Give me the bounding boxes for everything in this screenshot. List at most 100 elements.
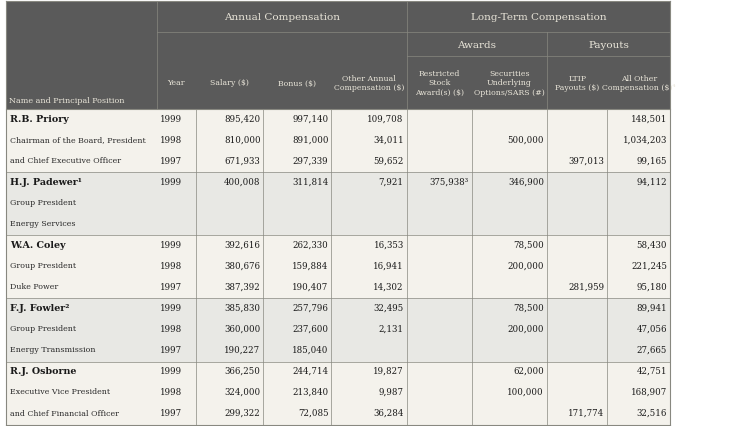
Text: Payouts: Payouts [588,40,629,49]
Text: 190,407: 190,407 [292,282,328,291]
Text: 16,353: 16,353 [373,240,404,249]
Text: F.J. Fowler²: F.J. Fowler² [10,303,69,312]
Bar [6,362,670,425]
Text: H.J. Padewer¹: H.J. Padewer¹ [10,177,81,186]
Bar [157,33,407,57]
Text: W.A. Coley: W.A. Coley [10,240,65,249]
Text: 375,938³: 375,938³ [430,177,469,186]
Text: 200,000: 200,000 [508,324,544,333]
Bar [547,33,670,57]
Text: 19,827: 19,827 [373,366,404,375]
Text: Securities
Underlying
Options/SARS (#): Securities Underlying Options/SARS (#) [474,69,545,97]
Text: 95,180: 95,180 [636,282,667,291]
Text: 148,501: 148,501 [631,114,667,123]
Text: 27,665: 27,665 [637,345,667,354]
Text: Awards: Awards [458,40,496,49]
Text: 1998: 1998 [160,387,182,396]
Text: 190,227: 190,227 [224,345,261,354]
Text: 1999: 1999 [160,114,182,123]
Text: 9,987: 9,987 [379,387,404,396]
Text: 58,430: 58,430 [637,240,667,249]
Text: 168,907: 168,907 [631,387,667,396]
Text: 32,516: 32,516 [637,408,667,417]
Text: 311,814: 311,814 [292,177,328,186]
Text: 14,302: 14,302 [373,282,404,291]
Text: Group President: Group President [10,262,76,270]
Bar [407,33,547,57]
Text: 200,000: 200,000 [508,261,544,270]
Text: 297,339: 297,339 [293,156,328,165]
Text: 185,040: 185,040 [292,345,328,354]
Text: Salary ($): Salary ($) [210,79,249,87]
Text: Executive Vice President: Executive Vice President [10,388,110,396]
Bar [6,173,670,236]
Text: 47,056: 47,056 [637,324,667,333]
Text: 257,796: 257,796 [292,303,328,312]
Text: 346,900: 346,900 [508,177,544,186]
Text: Bonus ($): Bonus ($) [278,79,317,87]
Text: Energy Services: Energy Services [10,220,75,227]
Text: 1997: 1997 [160,408,182,417]
Text: 1999: 1999 [160,240,182,249]
Text: 380,676: 380,676 [224,261,261,270]
Text: 62,000: 62,000 [513,366,544,375]
Bar [6,236,670,299]
Text: and Chief Financial Officer: and Chief Financial Officer [10,409,119,417]
Text: 1998: 1998 [160,135,182,144]
Text: 34,011: 34,011 [373,135,404,144]
Text: 400,008: 400,008 [224,177,261,186]
Text: 99,165: 99,165 [637,156,667,165]
Text: 237,600: 237,600 [292,324,328,333]
Text: 32,495: 32,495 [373,303,404,312]
Text: 89,941: 89,941 [637,303,667,312]
Bar [157,2,407,33]
Text: Group President: Group President [10,325,76,333]
Text: 397,013: 397,013 [568,156,604,165]
Text: 159,884: 159,884 [292,261,328,270]
Text: 360,000: 360,000 [224,324,261,333]
Bar [6,299,670,362]
Text: 500,000: 500,000 [508,135,544,144]
Text: Annual Compensation: Annual Compensation [224,13,340,22]
Text: Year: Year [168,79,185,87]
Text: 366,250: 366,250 [224,366,261,375]
Bar [157,57,670,110]
Text: 997,140: 997,140 [292,114,328,123]
Text: 16,941: 16,941 [373,261,404,270]
Text: 299,322: 299,322 [225,408,261,417]
Text: R.J. Osborne: R.J. Osborne [10,366,76,375]
Text: Duke Power: Duke Power [10,282,58,291]
Text: 1999: 1999 [160,177,182,186]
Text: 262,330: 262,330 [293,240,328,249]
Text: R.B. Priory: R.B. Priory [10,114,69,123]
Text: 100,000: 100,000 [507,387,544,396]
Text: 1,034,203: 1,034,203 [623,135,667,144]
Text: 7,921: 7,921 [379,177,404,186]
Text: 1999: 1999 [160,303,182,312]
Text: 1997: 1997 [160,345,182,354]
Text: 1998: 1998 [160,324,182,333]
Text: 392,616: 392,616 [224,240,261,249]
Text: 1997: 1997 [160,282,182,291]
Text: 281,959: 281,959 [568,282,604,291]
Text: 78,500: 78,500 [513,303,544,312]
Text: Long-Term Compensation: Long-Term Compensation [471,13,606,22]
Text: 78,500: 78,500 [513,240,544,249]
Bar [6,110,670,173]
Text: Name and Principal Position: Name and Principal Position [9,97,125,105]
Text: 94,112: 94,112 [637,177,667,186]
Text: 671,933: 671,933 [225,156,261,165]
Text: Other Annual
Compensation ($): Other Annual Compensation ($) [334,75,404,92]
Text: All Other
Compensation ($)⁴: All Other Compensation ($)⁴ [602,75,675,92]
Text: LTIP
Payouts ($): LTIP Payouts ($) [555,75,599,92]
Text: Energy Transmission: Energy Transmission [10,345,95,354]
Text: 109,708: 109,708 [368,114,404,123]
Text: 810,000: 810,000 [224,135,261,144]
Text: 385,830: 385,830 [224,303,261,312]
Text: 891,000: 891,000 [292,135,328,144]
Text: Restricted
Stock
Award(s) ($): Restricted Stock Award(s) ($) [415,69,463,97]
Text: Chairman of the Board, President: Chairman of the Board, President [10,136,145,144]
Text: 1999: 1999 [160,366,182,375]
Text: 36,284: 36,284 [373,408,404,417]
Text: 244,714: 244,714 [292,366,328,375]
